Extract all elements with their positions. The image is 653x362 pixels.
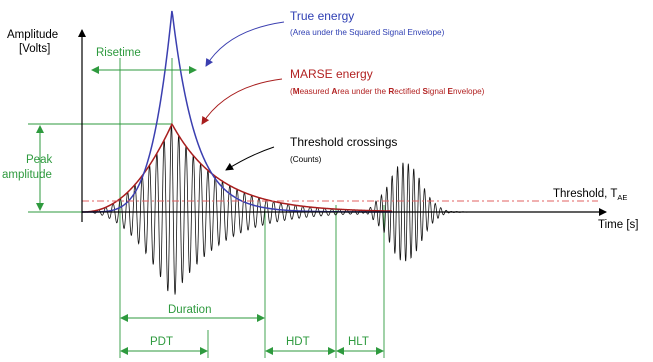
true-energy-envelope: [82, 10, 392, 213]
threshold-crossings-subtitle: (Counts): [290, 155, 322, 164]
marse-subtitle-part: S: [422, 87, 428, 96]
true-energy-leader: [205, 21, 285, 67]
marse-subtitle-part: (: [290, 87, 293, 96]
threshold-crossings-title: Threshold crossings: [290, 135, 397, 149]
y-axis-unit: [Volts]: [19, 43, 50, 55]
true-energy-subtitle: (Area under the Squared Signal Envelope): [290, 28, 445, 37]
marse-energy-subtitle: (Measured Area under the Rectified Signa…: [290, 87, 485, 96]
marse-subtitle-part: easured: [300, 87, 332, 96]
marse-energy-title: MARSE energy: [290, 67, 373, 81]
peak-amplitude-label-1: Peak: [26, 154, 52, 166]
threshold-label: Threshold, TAE: [553, 188, 627, 202]
marse-subtitle-part: M: [293, 87, 300, 96]
marse-subtitle-part: ectified: [394, 87, 422, 96]
duration-label: Duration: [168, 304, 211, 316]
peak-amplitude-label-2: amplitude: [2, 169, 52, 181]
x-axis-label: Time [s]: [598, 219, 638, 231]
threshold-label-subscript: AE: [617, 193, 627, 202]
marse-subtitle-part: A: [331, 87, 337, 96]
hdt-label: HDT: [286, 336, 310, 348]
measurement-arrows: [36, 66, 384, 355]
y-axis-label: Amplitude: [7, 29, 58, 41]
marse-subtitle-part: R: [388, 87, 394, 96]
marse-subtitle-part: ignal: [428, 87, 448, 96]
marse-energy-leader: [201, 78, 283, 125]
true-energy-title: True energy: [290, 9, 354, 23]
pdt-label: PDT: [150, 336, 173, 348]
threshold-crossings-leader: [225, 146, 275, 171]
marse-subtitle-part: rea under the: [337, 87, 388, 96]
hlt-label: HLT: [348, 336, 369, 348]
marse-subtitle-part: nvelope): [453, 87, 485, 96]
marse-subtitle-part: E: [448, 87, 454, 96]
risetime-label: Risetime: [96, 47, 141, 59]
threshold-label-text: Threshold, T: [553, 188, 617, 200]
marse-energy-envelope: [82, 122, 393, 213]
signal-layer: [82, 10, 540, 295]
